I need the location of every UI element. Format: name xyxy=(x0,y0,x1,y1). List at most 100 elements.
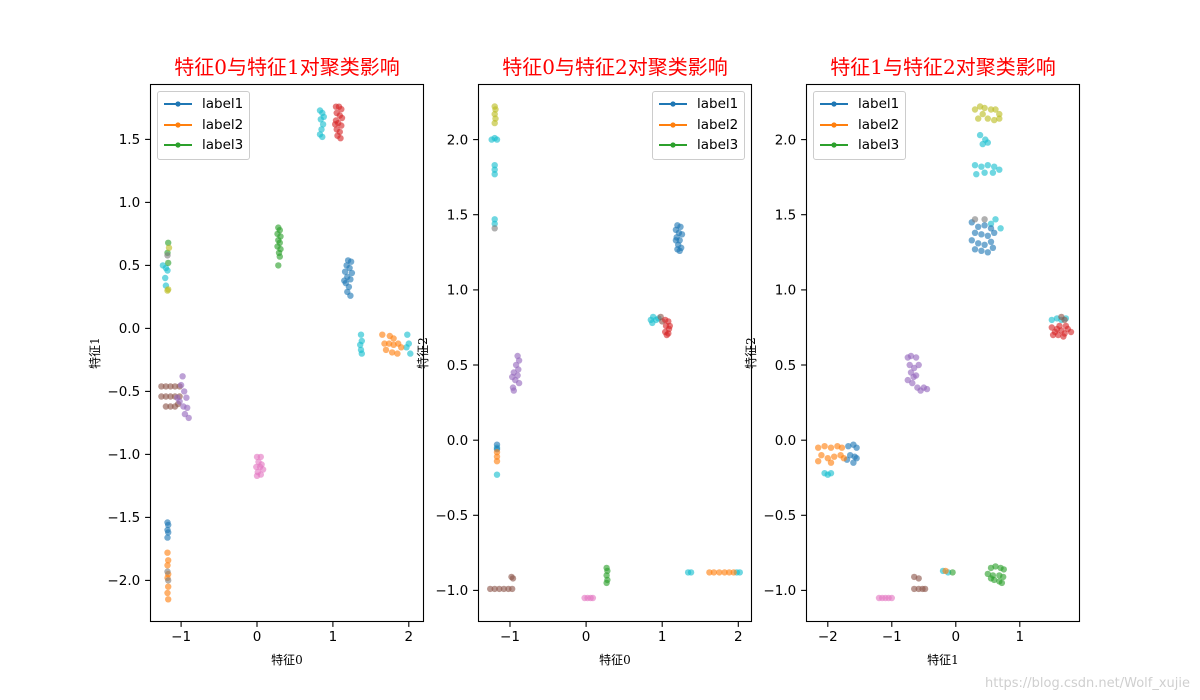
scatter-point xyxy=(493,453,501,460)
scatter-point xyxy=(167,383,174,390)
scatter-point xyxy=(589,594,597,602)
x-tick-label: −1 xyxy=(500,629,520,645)
scatter-point xyxy=(338,114,346,122)
scatter-point xyxy=(338,106,345,113)
legend-handle xyxy=(164,122,192,128)
y-tick-label: 1.5 xyxy=(119,132,140,148)
scatter-point xyxy=(904,376,911,384)
scatter-point xyxy=(853,455,860,462)
scatter-point xyxy=(845,443,852,450)
scatter-point xyxy=(827,444,835,451)
scatter-point xyxy=(888,594,895,602)
scatter-point xyxy=(687,569,695,576)
scatter-point xyxy=(338,122,345,129)
scatter-point xyxy=(911,585,918,593)
legend-entry: label1 xyxy=(158,94,249,115)
scatter-point xyxy=(357,331,365,338)
scatter-point xyxy=(987,225,995,232)
scatter-point xyxy=(515,357,523,364)
y-tick-label: −1.0 xyxy=(763,583,796,599)
scatter-point xyxy=(987,106,995,113)
scatter-point xyxy=(177,381,185,389)
scatter-point xyxy=(165,286,172,293)
scatter-point xyxy=(491,216,498,223)
legend-entry: label2 xyxy=(814,115,905,136)
legend-handle xyxy=(164,142,192,148)
scatter-point xyxy=(493,136,501,143)
x-tick-label: 1 xyxy=(658,629,667,645)
scatter-point xyxy=(818,452,825,459)
scatter-point xyxy=(975,115,982,122)
scatter-point xyxy=(500,585,508,593)
scatter-point xyxy=(184,404,191,411)
legend-handle xyxy=(659,122,687,128)
legend-label: label2 xyxy=(697,116,739,133)
scatter-point xyxy=(348,269,356,277)
scatter-point xyxy=(912,354,920,361)
plot-area-1: −1 0 1 2 −2.0 −1.5 −1.0 −0.5 0.0 0.5 1.0 1.5 xyxy=(107,83,425,645)
scatter-point xyxy=(347,258,355,265)
subplot-1: 特征0与特征1对聚类影响 −1 0 1 2 −2.0 −1.5 −1.0 −0.5 0.0 0.5… xyxy=(88,55,425,667)
scatter-point xyxy=(1049,331,1057,339)
scatter-point xyxy=(346,264,353,272)
scatter-points xyxy=(158,103,414,603)
y-tick-label: −0.5 xyxy=(763,508,796,524)
scatter-point xyxy=(949,569,956,576)
scatter-point xyxy=(911,364,918,372)
scatter-point xyxy=(515,366,522,373)
x-tick-label: −1 xyxy=(171,629,191,645)
scatter-point xyxy=(730,569,737,576)
scatter-point xyxy=(1053,325,1061,333)
scatter-points xyxy=(815,103,1075,602)
scatter-point xyxy=(1000,573,1007,581)
legend-label: label3 xyxy=(202,137,244,154)
scatter-point xyxy=(164,589,171,597)
legend-label: label1 xyxy=(697,96,739,113)
scatter-point xyxy=(341,268,349,275)
scatter-point xyxy=(390,335,397,342)
scatter-point xyxy=(183,394,190,401)
scatter-point xyxy=(971,246,979,253)
scatter-point xyxy=(491,166,498,173)
scatter-point xyxy=(678,231,686,238)
scatter-point xyxy=(840,455,847,462)
y-tick-label: −0.5 xyxy=(107,384,140,400)
x-tick-label: 1 xyxy=(329,629,338,645)
legend-entry: label1 xyxy=(814,94,905,115)
subplot-title: 特征1与特征2对聚类影响 xyxy=(830,55,1056,79)
scatter-point xyxy=(491,171,498,178)
scatter-point xyxy=(978,231,985,238)
scatter-point xyxy=(996,115,1003,122)
scatter-point xyxy=(493,458,501,465)
scatter-point xyxy=(1062,322,1070,330)
scatter-point xyxy=(978,247,985,254)
y-tick-label: 0.5 xyxy=(119,258,140,274)
y-axis-label: 特征2 xyxy=(744,337,758,369)
scatter-point xyxy=(509,585,516,593)
legend-handle xyxy=(659,101,687,107)
legend-entry: label3 xyxy=(653,135,744,156)
x-tick-label: 2 xyxy=(734,629,743,645)
scatter-point xyxy=(997,225,1004,232)
scatter-point xyxy=(1048,316,1055,324)
scatter-point xyxy=(357,341,364,348)
scatter-point xyxy=(1061,316,1068,324)
scatter-point xyxy=(165,529,172,536)
scatter-point xyxy=(815,458,822,465)
scatter-point xyxy=(165,239,172,246)
legend-handle xyxy=(820,122,848,128)
scatter-point xyxy=(676,247,683,254)
scatter-point xyxy=(968,237,975,244)
scatter-point xyxy=(1048,324,1055,331)
scatter-point xyxy=(987,238,995,245)
scatter-point xyxy=(984,162,991,169)
scatter-point xyxy=(491,119,498,127)
scatter-point xyxy=(164,562,171,569)
scatter-point xyxy=(165,557,172,564)
scatter-point xyxy=(991,163,998,170)
scatter-point xyxy=(821,470,828,477)
legend-entry: label3 xyxy=(158,135,249,156)
axes-frame xyxy=(149,83,425,623)
scatter-point xyxy=(716,569,723,576)
